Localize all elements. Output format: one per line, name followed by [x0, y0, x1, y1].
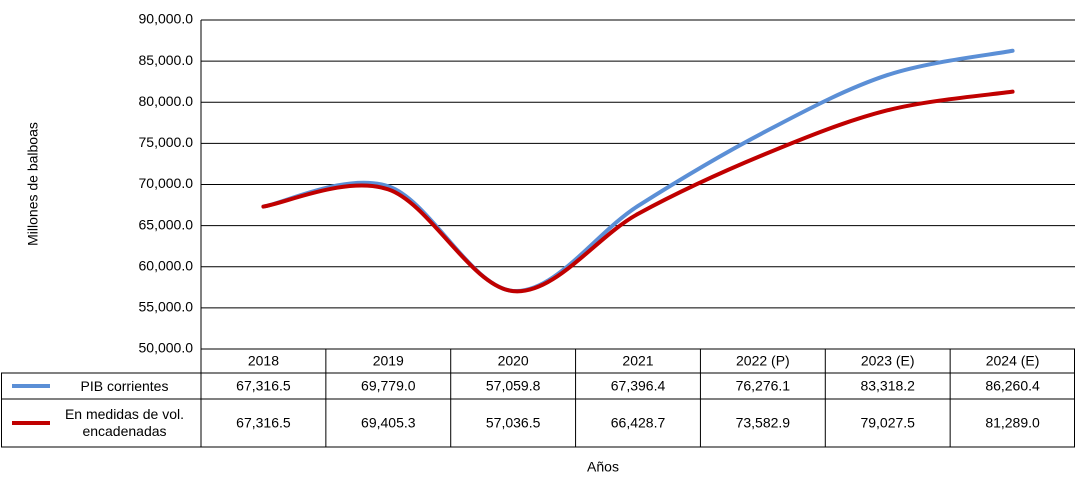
legend-label-box: PIB corrientes	[80, 377, 169, 394]
x-tick-label: 2019	[373, 353, 404, 369]
data-table-value: 67,316.5	[236, 415, 291, 431]
data-table-value: 76,276.1	[736, 378, 791, 394]
y-tick-label: 80,000.0	[139, 93, 194, 109]
y-tick-label: 50,000.0	[139, 340, 194, 356]
data-table-value: 67,316.5	[236, 378, 291, 394]
legend-label-box: En medidas de vol. encadenadas	[64, 406, 185, 439]
data-table-value: 86,260.4	[985, 378, 1040, 394]
x-tick-label: 2022 (P)	[736, 353, 790, 369]
data-table-value: 69,779.0	[361, 378, 416, 394]
y-tick-label: 60,000.0	[139, 257, 194, 273]
series-line	[261, 89, 1015, 294]
data-table-value: 73,582.9	[736, 415, 791, 431]
data-table-value: 67,396.4	[611, 378, 666, 394]
series-line	[261, 48, 1015, 293]
data-table-value: 83,318.2	[860, 378, 915, 394]
y-tick-label: 70,000.0	[139, 175, 194, 191]
data-table-value: 66,428.7	[611, 415, 666, 431]
y-tick-label: 90,000.0	[139, 11, 194, 27]
y-tick-label: 75,000.0	[139, 134, 194, 150]
y-tick-label: 65,000.0	[139, 216, 194, 232]
data-table-value: 69,405.3	[361, 415, 416, 431]
data-table-value: 57,036.5	[486, 415, 541, 431]
x-tick-label: 2020	[498, 353, 529, 369]
x-tick-label: 2021	[622, 353, 653, 369]
x-axis-label: Años	[587, 459, 619, 475]
legend-label: PIB corrientes	[80, 377, 169, 394]
y-tick-label: 55,000.0	[139, 299, 194, 315]
data-table-value: 57,059.8	[486, 378, 541, 394]
y-tick-label: 85,000.0	[139, 52, 194, 68]
data-table-value: 81,289.0	[985, 415, 1040, 431]
x-tick-label: 2023 (E)	[861, 353, 915, 369]
x-tick-label: 2024 (E)	[986, 353, 1040, 369]
x-tick-label: 2018	[248, 353, 279, 369]
legend-label: En medidas de vol. encadenadas	[64, 406, 185, 439]
data-table-value: 79,027.5	[860, 415, 915, 431]
y-axis-label: Millones de balboas	[25, 122, 41, 246]
